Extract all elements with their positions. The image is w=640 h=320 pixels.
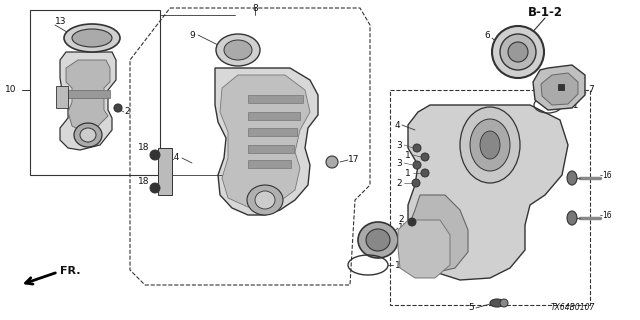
Text: 7: 7 (588, 85, 594, 94)
Text: FR.: FR. (60, 266, 81, 276)
Polygon shape (248, 112, 300, 120)
Text: 8: 8 (252, 4, 258, 13)
Ellipse shape (567, 211, 577, 225)
Ellipse shape (492, 26, 544, 78)
Text: 12: 12 (398, 223, 410, 233)
Polygon shape (408, 105, 568, 280)
Ellipse shape (412, 179, 420, 187)
Polygon shape (215, 68, 318, 215)
Text: 18: 18 (138, 143, 149, 153)
Text: 2: 2 (124, 108, 130, 116)
Text: 10: 10 (5, 85, 17, 94)
Ellipse shape (80, 128, 96, 142)
Polygon shape (248, 128, 297, 136)
Polygon shape (248, 145, 294, 153)
Ellipse shape (508, 42, 528, 62)
Text: 16: 16 (602, 211, 612, 220)
Text: 13: 13 (55, 18, 67, 27)
Ellipse shape (567, 171, 577, 185)
Text: 16: 16 (602, 171, 612, 180)
Polygon shape (56, 86, 68, 108)
Ellipse shape (421, 169, 429, 177)
Ellipse shape (150, 150, 160, 160)
Polygon shape (158, 148, 172, 195)
Text: 2: 2 (398, 215, 404, 225)
Ellipse shape (421, 153, 429, 161)
Text: 2: 2 (396, 179, 402, 188)
Ellipse shape (470, 119, 510, 171)
Polygon shape (541, 73, 578, 105)
Ellipse shape (413, 161, 421, 169)
Text: 1: 1 (405, 169, 411, 178)
Ellipse shape (216, 34, 260, 66)
Polygon shape (408, 195, 468, 272)
Polygon shape (220, 75, 310, 207)
Text: 18: 18 (138, 178, 149, 187)
Polygon shape (68, 90, 110, 98)
Text: 14: 14 (170, 154, 180, 163)
Text: TX64B0107: TX64B0107 (550, 302, 595, 311)
Ellipse shape (460, 107, 520, 183)
Ellipse shape (72, 29, 112, 47)
Text: 3: 3 (396, 158, 402, 167)
Ellipse shape (150, 183, 160, 193)
Ellipse shape (413, 144, 421, 152)
Ellipse shape (480, 131, 500, 159)
Ellipse shape (64, 24, 120, 52)
Ellipse shape (255, 191, 275, 209)
Text: B-1-2: B-1-2 (527, 5, 563, 19)
Bar (30, 10, 160, 175)
Polygon shape (66, 60, 110, 130)
Polygon shape (398, 220, 450, 278)
Ellipse shape (500, 299, 508, 307)
Ellipse shape (358, 222, 398, 258)
Ellipse shape (114, 104, 122, 112)
Ellipse shape (408, 218, 416, 226)
Ellipse shape (326, 156, 338, 168)
Polygon shape (533, 65, 585, 110)
Text: 5: 5 (468, 303, 474, 313)
Polygon shape (60, 52, 116, 150)
Ellipse shape (224, 40, 252, 60)
Text: 9: 9 (189, 30, 195, 39)
Text: 6: 6 (484, 30, 490, 39)
Text: 1: 1 (405, 150, 411, 159)
Polygon shape (248, 160, 291, 168)
Ellipse shape (500, 34, 536, 70)
Ellipse shape (74, 123, 102, 147)
Polygon shape (558, 84, 564, 90)
Text: 4: 4 (394, 121, 400, 130)
Text: 17: 17 (348, 156, 360, 164)
Bar (390, 90, 590, 305)
Text: 11: 11 (568, 100, 579, 109)
Ellipse shape (490, 299, 504, 307)
Ellipse shape (247, 185, 283, 215)
Polygon shape (248, 95, 303, 103)
Text: 15: 15 (395, 260, 406, 269)
Ellipse shape (366, 229, 390, 251)
Text: 3: 3 (396, 140, 402, 149)
